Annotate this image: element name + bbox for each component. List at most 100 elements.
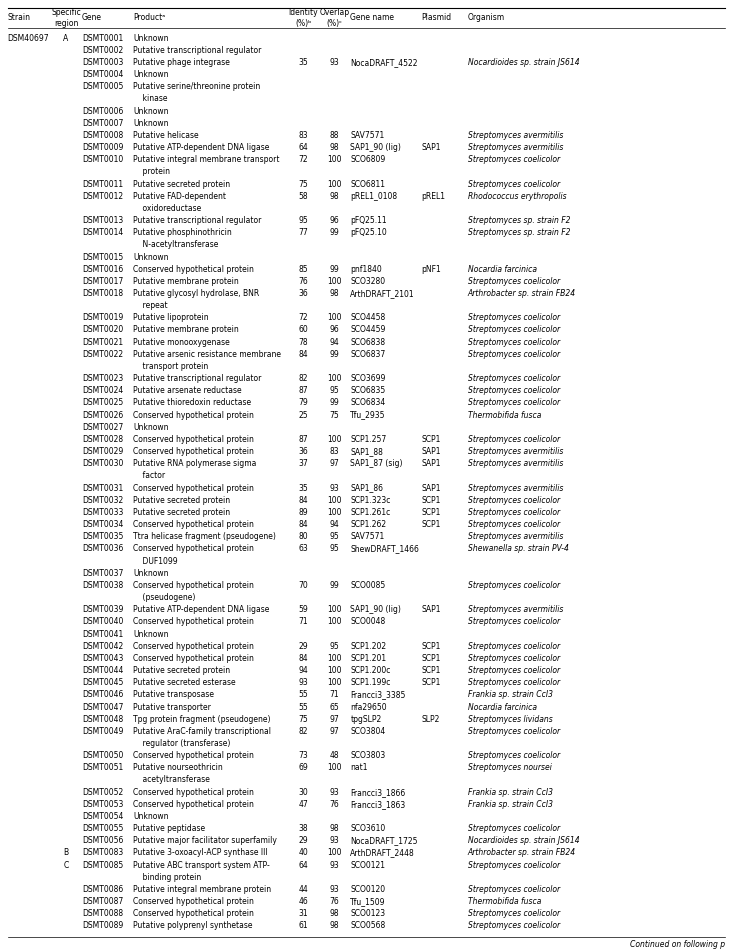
Text: 60: 60 [298,326,308,334]
Text: Streptomyces coelicolor: Streptomyces coelicolor [468,155,560,164]
Text: Putative secreted protein: Putative secreted protein [133,508,231,517]
Text: DSMT0003: DSMT0003 [82,58,123,67]
Text: Streptomyces coelicolor: Streptomyces coelicolor [468,338,560,347]
Text: 94: 94 [330,520,339,529]
Text: Shewanella sp. strain PV-4: Shewanella sp. strain PV-4 [468,545,569,553]
Text: Overlap
(%)ᶜ: Overlap (%)ᶜ [320,9,350,28]
Text: 100: 100 [328,678,342,687]
Text: 97: 97 [330,715,339,724]
Text: (pseudogene): (pseudogene) [133,593,196,602]
Text: Putative arsenic resistance membrane: Putative arsenic resistance membrane [133,349,281,359]
Text: 97: 97 [330,459,339,468]
Text: DSMT0006: DSMT0006 [82,107,123,115]
Text: Putative RNA polymerase sigma: Putative RNA polymerase sigma [133,459,257,468]
Text: SAP1: SAP1 [421,459,441,468]
Text: 25: 25 [298,410,308,420]
Text: 63: 63 [298,545,308,553]
Text: Unknown: Unknown [133,252,169,262]
Text: A: A [63,33,69,43]
Text: Arthrobacter sp. strain FB24: Arthrobacter sp. strain FB24 [468,289,576,298]
Text: 76: 76 [330,800,339,809]
Text: 97: 97 [330,726,339,736]
Text: NocaDRAFT_1725: NocaDRAFT_1725 [350,836,418,845]
Text: DSMT0017: DSMT0017 [82,277,123,286]
Text: 100: 100 [328,764,342,772]
Text: 69: 69 [298,764,308,772]
Text: SCO3804: SCO3804 [350,726,386,736]
Text: SAP1: SAP1 [421,605,441,614]
Text: SLP2: SLP2 [421,715,440,724]
Text: DSMT0010: DSMT0010 [82,155,123,164]
Text: 93: 93 [330,787,339,797]
Text: SAV7571: SAV7571 [350,532,385,542]
Text: 98: 98 [330,824,339,833]
Text: Conserved hypothetical protein: Conserved hypothetical protein [133,581,254,590]
Text: Conserved hypothetical protein: Conserved hypothetical protein [133,545,254,553]
Text: DSMT0035: DSMT0035 [82,532,123,542]
Text: 100: 100 [328,180,342,188]
Text: Thermobifida fusca: Thermobifida fusca [468,897,541,906]
Text: Putative transcriptional regulator: Putative transcriptional regulator [133,46,262,55]
Text: Organism: Organism [468,13,505,23]
Text: DSMT0037: DSMT0037 [82,568,123,578]
Text: Streptomyces coelicolor: Streptomyces coelicolor [468,508,560,517]
Text: ArthDRAFT_2448: ArthDRAFT_2448 [350,848,415,858]
Text: Streptomyces avermitilis: Streptomyces avermitilis [468,459,563,468]
Text: SCO3280: SCO3280 [350,277,386,286]
Text: 84: 84 [298,496,308,505]
Text: Streptomyces coelicolor: Streptomyces coelicolor [468,374,560,383]
Text: 84: 84 [298,520,308,529]
Text: DSMT0031: DSMT0031 [82,484,123,492]
Text: 65: 65 [330,703,339,711]
Text: SCO3803: SCO3803 [350,751,386,760]
Text: Arthrobacter sp. strain FB24: Arthrobacter sp. strain FB24 [468,848,576,858]
Text: Unknown: Unknown [133,119,169,128]
Text: DSMT0036: DSMT0036 [82,545,123,553]
Text: SAP1_90 (lig): SAP1_90 (lig) [350,143,401,152]
Text: 99: 99 [330,581,339,590]
Text: 93: 93 [330,861,339,869]
Text: 58: 58 [298,191,308,201]
Text: DSMT0048: DSMT0048 [82,715,123,724]
Text: Putative secreted esterase: Putative secreted esterase [133,678,236,687]
Text: 37: 37 [298,459,308,468]
Text: Putative AraC-family transcriptional: Putative AraC-family transcriptional [133,726,271,736]
Text: DSMT0007: DSMT0007 [82,119,123,128]
Text: DSMT0085: DSMT0085 [82,861,123,869]
Text: Streptomyces avermitilis: Streptomyces avermitilis [468,484,563,492]
Text: Conserved hypothetical protein: Conserved hypothetical protein [133,897,254,906]
Text: Conserved hypothetical protein: Conserved hypothetical protein [133,751,254,760]
Text: DSMT0018: DSMT0018 [82,289,123,298]
Text: Putative secreted protein: Putative secreted protein [133,180,231,188]
Text: 78: 78 [298,338,308,347]
Text: DSMT0051: DSMT0051 [82,764,123,772]
Text: 76: 76 [330,897,339,906]
Text: Thermobifida fusca: Thermobifida fusca [468,410,541,420]
Text: 95: 95 [330,532,339,542]
Text: 30: 30 [298,787,308,797]
Text: 71: 71 [298,617,308,626]
Text: 64: 64 [298,861,308,869]
Text: SAP1_90 (lig): SAP1_90 (lig) [350,605,401,614]
Text: 46: 46 [298,897,308,906]
Text: DSM40697: DSM40697 [7,33,49,43]
Text: protein: protein [133,168,170,176]
Text: Conserved hypothetical protein: Conserved hypothetical protein [133,435,254,444]
Text: 85: 85 [298,265,308,273]
Text: Conserved hypothetical protein: Conserved hypothetical protein [133,642,254,650]
Text: Unknown: Unknown [133,812,169,821]
Text: Putative ABC transport system ATP-: Putative ABC transport system ATP- [133,861,270,869]
Text: 100: 100 [328,508,342,517]
Text: DSMT0020: DSMT0020 [82,326,123,334]
Text: Unknown: Unknown [133,629,169,639]
Text: pREL1_0108: pREL1_0108 [350,191,397,201]
Text: DSMT0009: DSMT0009 [82,143,123,152]
Text: DSMT0040: DSMT0040 [82,617,123,626]
Text: 35: 35 [298,484,308,492]
Text: DSMT0033: DSMT0033 [82,508,123,517]
Text: SCP1.201: SCP1.201 [350,654,386,663]
Text: Tfu_1509: Tfu_1509 [350,897,386,906]
Text: Putative transcriptional regulator: Putative transcriptional regulator [133,374,262,383]
Text: SCP1: SCP1 [421,508,441,517]
Text: binding protein: binding protein [133,873,202,882]
